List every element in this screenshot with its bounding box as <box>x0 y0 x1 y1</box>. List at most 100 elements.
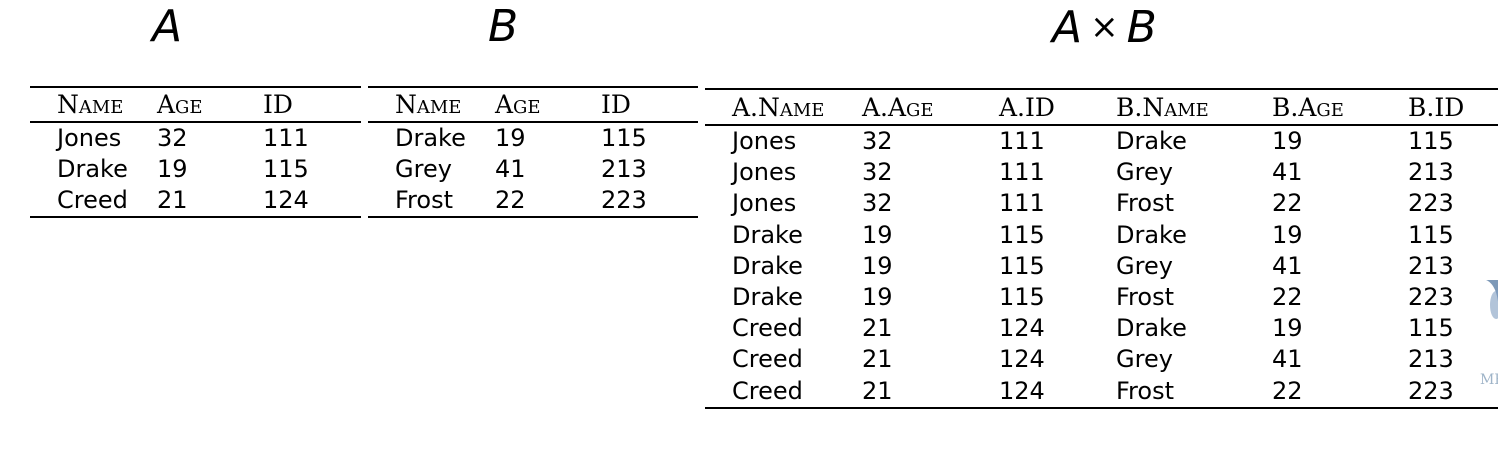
relation-b-column-header: ID <box>601 87 698 123</box>
cross-product-cell: 124 <box>999 345 1045 374</box>
relation-b-cell: Drake <box>395 124 466 152</box>
cross-product-cell: Jones <box>732 189 797 218</box>
relation-b-cell: 22 <box>495 185 601 218</box>
cross-product-cell: 22 <box>1272 189 1303 218</box>
cross-product-cell: 111 <box>999 127 1045 156</box>
cross-product-cell: 21 <box>862 314 893 343</box>
relation-b-body: Drake 19 115 Grey 41 213 Frost 22 223 <box>368 122 698 218</box>
relation-a-row: Jones 32 111 <box>30 122 361 154</box>
relation-a-cell: Creed <box>30 185 157 218</box>
relation-a-table: Name Age ID Jones 32 111 Drake 19 115 Creed 21 124 <box>30 86 361 218</box>
relation-b-title: B <box>488 1 519 52</box>
cross-product-cell: Drake <box>732 220 803 249</box>
cross-product-cell: 223 <box>1408 189 1454 218</box>
cross-product-column-header: B.Name <box>1116 89 1272 126</box>
relation-b-column-header: Age <box>495 87 601 123</box>
cross-product-cell: 115 <box>1408 314 1454 343</box>
cross-product-header-row: A.Name A.Age A.ID B.Name B.Age B.ID <box>705 89 1498 126</box>
relation-b-cell: 19 <box>495 124 526 152</box>
cross-product-cell: Frost <box>1116 375 1272 409</box>
cross-product-cell: Grey <box>1116 345 1173 374</box>
cross-product-cell: Jones <box>732 158 797 187</box>
relation-a-cell: 21 <box>157 185 263 218</box>
cross-product-cell: 41 <box>1272 251 1303 280</box>
relation-b-row: Grey 41 213 <box>368 154 698 185</box>
cross-product-cell: 41 <box>1272 345 1303 374</box>
cross-product-cell: Creed <box>705 375 862 409</box>
cross-product-cell: Drake <box>732 283 803 312</box>
cross-product-cell: 32 <box>862 158 893 187</box>
relation-a-row: Drake 19 115 <box>30 154 361 185</box>
cross-product-row: Jones 32 111 Drake 19 115 <box>705 125 1498 157</box>
university-watermark-emblem: MEL <box>1478 280 1498 400</box>
cross-product-row: Drake 19 115 Grey 41 213 <box>705 251 1498 282</box>
cross-product-table: A.Name A.Age A.ID B.Name B.Age B.ID Jones 32 11… <box>705 88 1498 409</box>
relation-b-cell: 223 <box>601 185 698 218</box>
watermark-crest-shape <box>1486 280 1498 320</box>
cross-product-cell: 19 <box>1272 220 1303 249</box>
relation-a-title: A <box>152 1 183 52</box>
cross-product-row: Jones 32 111 Grey 41 213 <box>705 157 1498 188</box>
relation-a-header-row: Name Age ID <box>30 87 361 123</box>
relation-a-cell: 115 <box>263 155 309 183</box>
times-symbol: × <box>1090 7 1119 47</box>
cross-product-cell: Jones <box>732 127 797 156</box>
cross-product-cell: 223 <box>1408 375 1498 409</box>
watermark-crest-icon: MEL <box>1480 280 1498 388</box>
cross-product-column-header: B.Age <box>1272 89 1408 126</box>
cross-product-cell: 19 <box>862 220 893 249</box>
cross-product-title: A × B <box>1052 2 1157 53</box>
cross-product-cell: 19 <box>862 283 893 312</box>
relation-b-cell: Grey <box>395 155 452 183</box>
cross-product-cell: Drake <box>1116 220 1187 249</box>
cross-product-row: Creed 21 124 Grey 41 213 <box>705 344 1498 375</box>
relation-b-row: Frost 22 223 <box>368 185 698 218</box>
cross-product-cell: 19 <box>1272 314 1303 343</box>
cross-product-cell: 19 <box>1272 127 1303 156</box>
cross-product-row: Drake 19 115 Frost 22 223 <box>705 282 1498 313</box>
cross-product-cell: 213 <box>1408 158 1454 187</box>
cross-product-cell: 115 <box>1408 220 1454 249</box>
relation-b-cell: 115 <box>601 124 647 152</box>
cross-product-cell: Drake <box>1116 127 1187 156</box>
cross-product-cell: Frost <box>1116 283 1174 312</box>
cross-product-cell: 22 <box>1272 283 1303 312</box>
cross-product-column-header: A.ID <box>999 89 1116 126</box>
cross-product-cell: Creed <box>732 314 803 343</box>
cross-product-cell: Drake <box>732 251 803 280</box>
cross-product-cell: Grey <box>1116 251 1173 280</box>
cross-product-cell: 111 <box>999 189 1045 218</box>
cross-product-cell: Creed <box>732 345 803 374</box>
relation-a-cell: 19 <box>157 155 188 183</box>
cross-product-row: Creed 21 124 Drake 19 115 <box>705 313 1498 344</box>
relation-b-table: Name Age ID Drake 19 115 Grey 41 213 Frost 22 223 <box>368 86 698 218</box>
relation-b-row: Drake 19 115 <box>368 122 698 154</box>
cross-product-cell: 22 <box>1272 375 1408 409</box>
cross-product-cell: Drake <box>1116 314 1187 343</box>
relation-b-cell: 213 <box>601 155 647 183</box>
cross-product-body: Jones 32 111 Drake 19 115 Jones 32 111 Grey 41 213 J… <box>705 125 1498 409</box>
cross-product-cell: 19 <box>862 251 893 280</box>
relation-a-column-header: ID <box>263 87 361 123</box>
relation-a-column-header: Name <box>30 87 157 123</box>
relation-b-cell: 41 <box>495 155 526 183</box>
cross-product-row: Jones 32 111 Frost 22 223 <box>705 188 1498 219</box>
cross-product-column-header: B.ID <box>1408 89 1498 126</box>
cross-product-cell: Grey <box>1116 158 1173 187</box>
cross-product-cell: 115 <box>999 283 1045 312</box>
watermark-text: MEL <box>1480 372 1498 388</box>
cross-product-cell: 213 <box>1408 345 1454 374</box>
cross-product-cell: 124 <box>999 375 1116 409</box>
cross-product-cell: 115 <box>999 220 1045 249</box>
cross-product-row: Drake 19 115 Drake 19 115 <box>705 220 1498 251</box>
cross-product-row: Creed 21 124 Frost 22 223 <box>705 375 1498 409</box>
cross-product-column-header: A.Name <box>705 89 862 126</box>
relation-a-cell: Drake <box>57 155 128 183</box>
cross-product-cell: 32 <box>862 127 893 156</box>
cross-product-cell: 32 <box>862 189 893 218</box>
cross-product-cell: 111 <box>999 158 1045 187</box>
relation-a-header: Name Age ID <box>30 87 361 123</box>
cross-product-cell: 115 <box>999 251 1045 280</box>
relation-a-cell: Jones <box>57 124 122 152</box>
relation-a-row: Creed 21 124 <box>30 185 361 218</box>
